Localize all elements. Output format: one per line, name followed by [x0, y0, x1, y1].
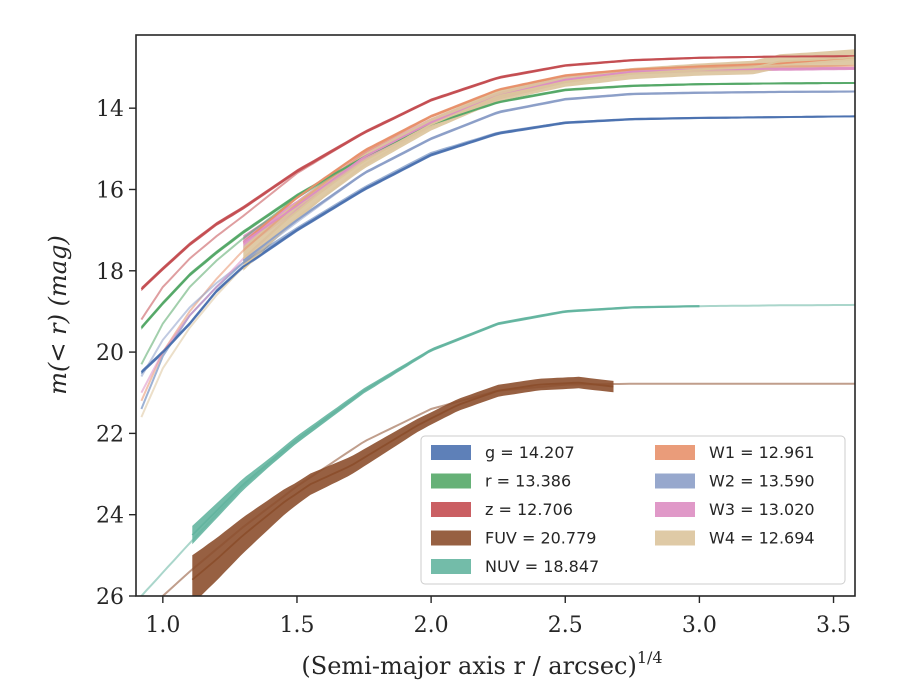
legend-swatch — [431, 473, 471, 489]
legend-swatch — [655, 502, 695, 517]
y-axis-label: m(< r) (mag) — [44, 235, 72, 394]
x-axis-label: (Semi-major axis r / arcsec)1/4 — [301, 648, 662, 680]
x-tick-label: 1.5 — [279, 613, 314, 638]
data-line-nuv — [191, 305, 700, 536]
legend-label: W2 = 13.590 — [709, 472, 815, 491]
legend-swatch — [655, 445, 695, 460]
legend-swatch — [431, 530, 471, 546]
data-line-fuv — [191, 381, 614, 581]
y-tick-label: 24 — [96, 504, 124, 529]
y-tick-label: 16 — [96, 178, 124, 203]
legend-swatch — [655, 530, 695, 546]
y-axis-ticks: 14 16 18 20 22 24 26 — [96, 97, 136, 610]
legend-swatch — [431, 445, 471, 460]
x-tick-label: 2.0 — [414, 613, 449, 638]
legend-label: g = 14.207 — [485, 443, 575, 462]
legend-label: W3 = 13.020 — [709, 500, 815, 519]
legend: g = 14.207 r = 13.386 z = 12.706 FUV = 20.7… — [420, 435, 846, 585]
legend-swatch — [655, 473, 695, 489]
series-data-lines — [140, 55, 855, 581]
data-line-r — [140, 82, 855, 329]
x-tick-label: 3.0 — [682, 613, 717, 638]
x-tick-label: 2.5 — [548, 613, 583, 638]
data-line-g — [140, 115, 855, 374]
legend-label: r = 13.386 — [485, 472, 571, 491]
legend-label: W4 = 12.694 — [709, 529, 815, 548]
x-axis-ticks: 1.0 1.5 2.0 2.5 3.0 3.5 — [145, 596, 851, 638]
legend-label: NUV = 18.847 — [485, 557, 599, 576]
x-axis-label-exponent: 1/4 — [637, 648, 663, 667]
legend-swatch — [431, 559, 471, 574]
y-tick-label: 22 — [96, 422, 124, 447]
x-axis-label-main: (Semi-major axis r / arcsec) — [301, 652, 636, 680]
legend-label: z = 12.706 — [485, 500, 573, 519]
x-tick-label: 1.0 — [145, 613, 180, 638]
data-line-z — [140, 55, 855, 290]
plot-frame — [135, 34, 856, 597]
x-tick-label: 3.5 — [816, 613, 851, 638]
band-r — [141, 82, 855, 330]
y-tick-label: 20 — [96, 341, 124, 366]
y-tick-label: 18 — [96, 260, 124, 285]
data-line-w2 — [242, 90, 855, 262]
y-tick-label: 14 — [96, 97, 124, 122]
data-line-w4 — [242, 56, 855, 260]
data-line-w3 — [242, 67, 855, 244]
data-line-w1 — [242, 56, 855, 243]
legend-box — [420, 435, 846, 585]
legend-label: FUV = 20.779 — [485, 529, 596, 548]
legend-swatch — [431, 502, 471, 517]
y-tick-label: 26 — [96, 585, 124, 610]
legend-label: W1 = 12.961 — [709, 443, 815, 462]
